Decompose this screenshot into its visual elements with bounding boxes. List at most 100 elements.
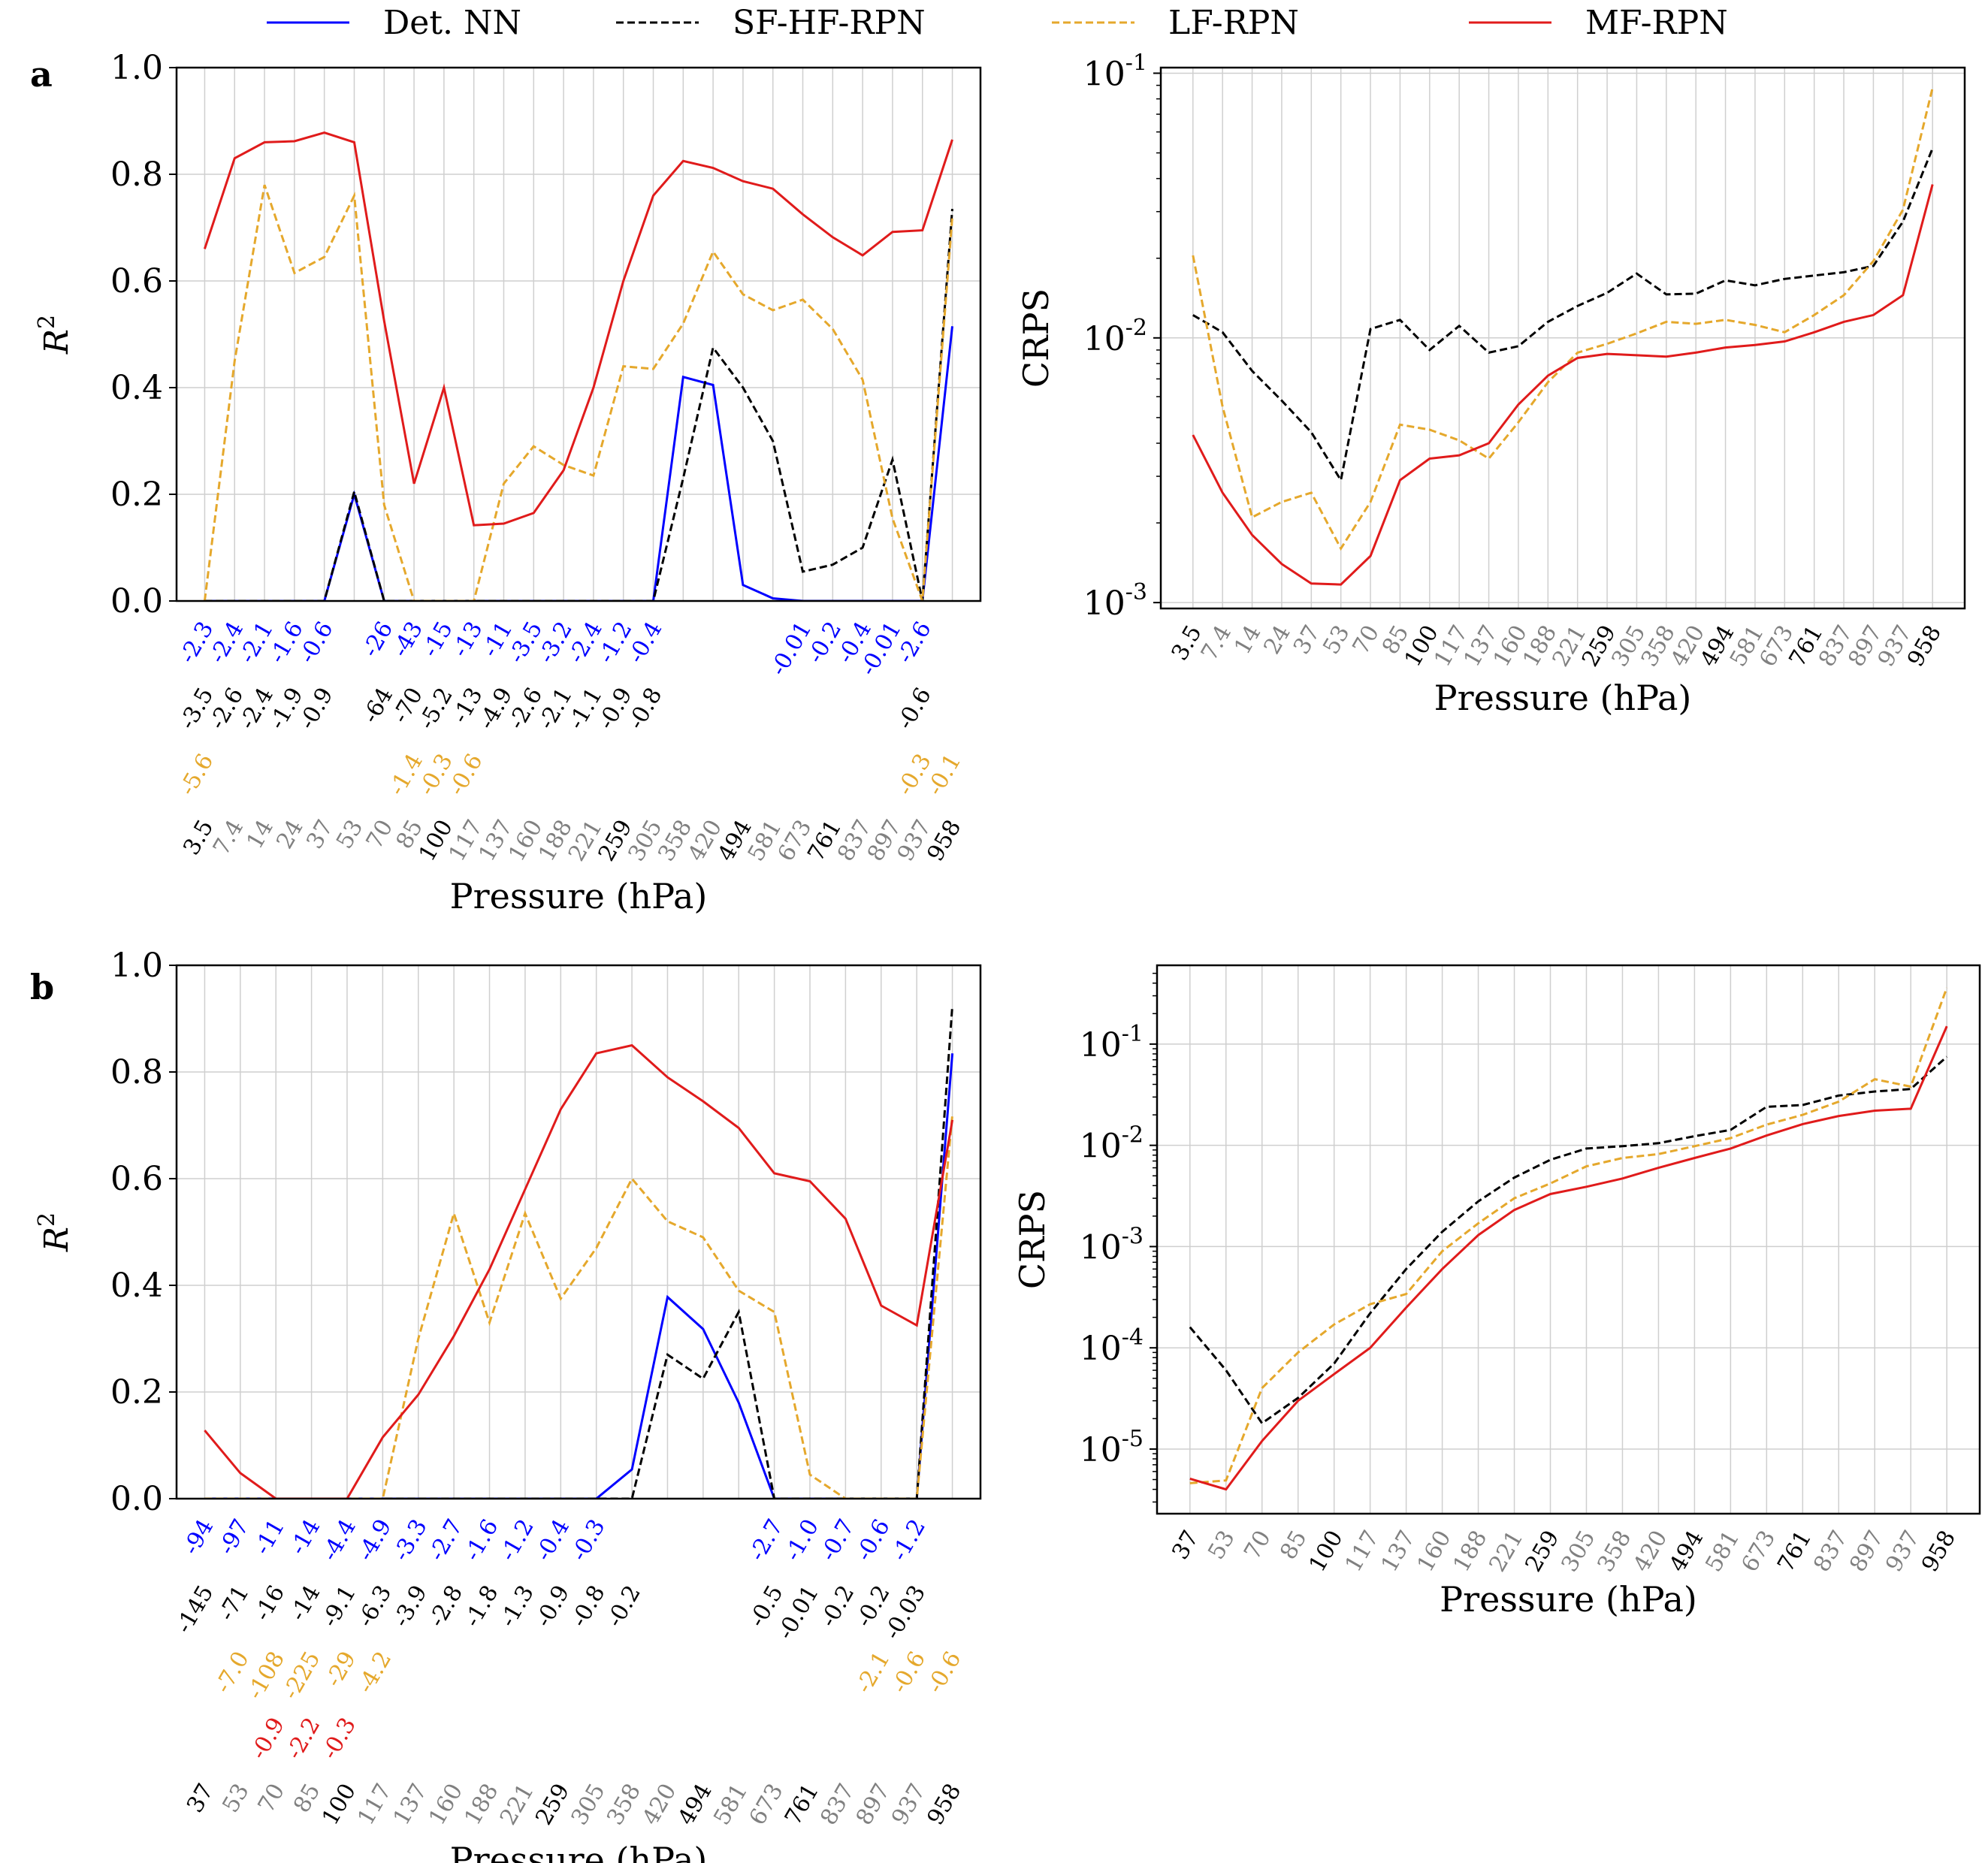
x-tick-label: 958 xyxy=(923,816,967,866)
annotation-label: -3.9 xyxy=(388,1581,432,1632)
x-axis-label: Pressure (hPa) xyxy=(1440,1579,1697,1620)
x-tick-label: 53 xyxy=(217,1780,254,1818)
x-tick-label: 837 xyxy=(1808,1526,1853,1577)
x-axis-label: Pressure (hPa) xyxy=(450,1840,708,1863)
x-tick-label: 958 xyxy=(923,1780,967,1830)
annotation-label: -4.2 xyxy=(352,1647,397,1698)
y-tick-label: 10-4 xyxy=(1080,1324,1144,1368)
x-tick-label: 581 xyxy=(708,1780,753,1830)
y-tick-label: 10-3 xyxy=(1080,1223,1144,1267)
y-tick-label: 10-1 xyxy=(1083,50,1147,93)
x-tick-label: 24 xyxy=(1258,621,1295,660)
x-tick-label: 958 xyxy=(1917,1526,1961,1577)
y-tick-label: 0.0 xyxy=(110,582,163,620)
y-tick-label: 0.8 xyxy=(110,156,163,194)
x-tick-label: 188 xyxy=(1449,1526,1493,1577)
plot-frame xyxy=(1156,964,1981,1515)
annotation-label: -0.6 xyxy=(887,1647,931,1698)
y-tick-label: 0.0 xyxy=(110,1480,163,1518)
series-line-sf-hf-rpn xyxy=(1192,147,1934,484)
annotation-label: -2.7 xyxy=(744,1515,788,1566)
annotation-label: -0.2 xyxy=(815,1581,860,1632)
x-tick-label: 70 xyxy=(361,816,398,854)
x-tick-label: 221 xyxy=(1485,1526,1529,1577)
series-line-lf-rpn xyxy=(1189,987,1948,1484)
x-tick-label: 37 xyxy=(301,816,338,854)
series-line-mf-rpn xyxy=(204,1043,954,1499)
x-tick-label: 70 xyxy=(1239,1526,1276,1565)
annotation-label: -5.6 xyxy=(174,750,219,801)
x-tick-label: 188 xyxy=(460,1780,504,1830)
series-line-sf-hf-rpn xyxy=(204,208,953,601)
legend-label-0: Det. NN xyxy=(383,4,521,42)
y-tick-exponent: -5 xyxy=(1122,1426,1144,1452)
chart-b-r2: 0.00.20.40.60.81.0R2-94-97-11-14-4.4-4.9… xyxy=(34,947,982,1863)
x-tick-label: 305 xyxy=(566,1780,611,1830)
x-tick-label: 100 xyxy=(317,1780,361,1830)
y-tick-label: 0.6 xyxy=(110,1160,163,1198)
x-tick-label: 897 xyxy=(1844,1526,1889,1577)
y-tick-label: 0.2 xyxy=(110,1373,163,1412)
annotation-label: -0.4 xyxy=(530,1515,575,1566)
series-line-det-nn xyxy=(204,326,953,601)
annotation-label: -0.6 xyxy=(922,1647,966,1698)
y-tick-label: 1.0 xyxy=(110,947,163,985)
annotation-label: -2.8 xyxy=(424,1581,468,1632)
x-tick-label: 53 xyxy=(331,816,368,854)
x-tick-label: 958 xyxy=(1902,621,1947,672)
y-tick-exponent: -3 xyxy=(1122,1223,1144,1249)
y-tick-label: 10-5 xyxy=(1080,1426,1144,1469)
annotation-label: -97 xyxy=(213,1515,254,1560)
plot-frame xyxy=(1159,66,1966,610)
x-tick-label: 137 xyxy=(388,1780,433,1830)
series-line-mf-rpn xyxy=(1189,1025,1948,1491)
y-tick-label: 1.0 xyxy=(110,49,163,87)
plot-frame xyxy=(175,66,982,602)
x-tick-label: 24 xyxy=(271,816,308,854)
x-tick-label: 673 xyxy=(745,1780,789,1830)
annotation-label: -0.9 xyxy=(530,1581,575,1632)
annotation-label: -4.9 xyxy=(352,1515,397,1566)
annotation-label: -0.6 xyxy=(892,684,936,735)
annotation-label: -1.3 xyxy=(495,1581,539,1632)
annotation-label: -0.6 xyxy=(850,1515,895,1566)
annotation-label: -4.4 xyxy=(317,1515,361,1566)
y-tick-exponent: -4 xyxy=(1122,1324,1144,1351)
x-tick-label: 100 xyxy=(1304,1526,1349,1577)
x-tick-label: 160 xyxy=(424,1780,468,1830)
series-line-lf-rpn xyxy=(204,1114,954,1499)
annotation-label: -2.7 xyxy=(424,1515,468,1566)
y-tick-label: 10-2 xyxy=(1080,1122,1144,1166)
y-tick-exponent: -1 xyxy=(1122,1021,1144,1047)
x-tick-label: 761 xyxy=(780,1780,824,1830)
annotation-label: -1.2 xyxy=(887,1515,931,1566)
legend-label-2: LF-RPN xyxy=(1168,4,1299,42)
annotation-label: -0.6 xyxy=(443,750,488,801)
annotation-label: -94 xyxy=(178,1515,219,1560)
y-tick-exponent: -2 xyxy=(1125,315,1147,341)
y-tick-label: 0.6 xyxy=(110,262,163,300)
x-tick-label: 70 xyxy=(253,1780,290,1818)
x-tick-label: 117 xyxy=(1340,1526,1385,1577)
series-line-mf-rpn xyxy=(1192,184,1934,586)
x-tick-label: 221 xyxy=(495,1780,539,1830)
x-tick-label: 117 xyxy=(352,1780,397,1830)
annotation-label: -16 xyxy=(249,1581,290,1626)
x-tick-label: 259 xyxy=(530,1780,575,1830)
annotation-label: -1.2 xyxy=(495,1515,539,1566)
annotation-label: -0.9 xyxy=(294,684,338,735)
annotation-label: -0.8 xyxy=(566,1581,610,1632)
x-axis-label: Pressure (hPa) xyxy=(1434,678,1692,718)
annotation-label: -0.7 xyxy=(815,1515,860,1566)
annotation-label: -0.3 xyxy=(566,1515,610,1566)
y-tick-label: 10-3 xyxy=(1083,579,1147,623)
y-tick-exponent: -2 xyxy=(1122,1122,1144,1149)
chart-a-r2: 0.00.20.40.60.81.0R2-2.3-2.4-2.1-1.6-0.6… xyxy=(34,49,982,916)
chart-a-crps: 10-310-210-1CRPS3.57.4142437537085100117… xyxy=(1016,50,1966,718)
x-tick-label: 37 xyxy=(1167,1526,1204,1565)
x-tick-label: 761 xyxy=(1772,1526,1817,1577)
x-tick-label: 494 xyxy=(673,1780,718,1830)
x-tick-label: 14 xyxy=(1229,621,1266,660)
annotation-label: -2.2 xyxy=(281,1714,325,1765)
series-line-sf-hf-rpn xyxy=(1189,1055,1948,1425)
